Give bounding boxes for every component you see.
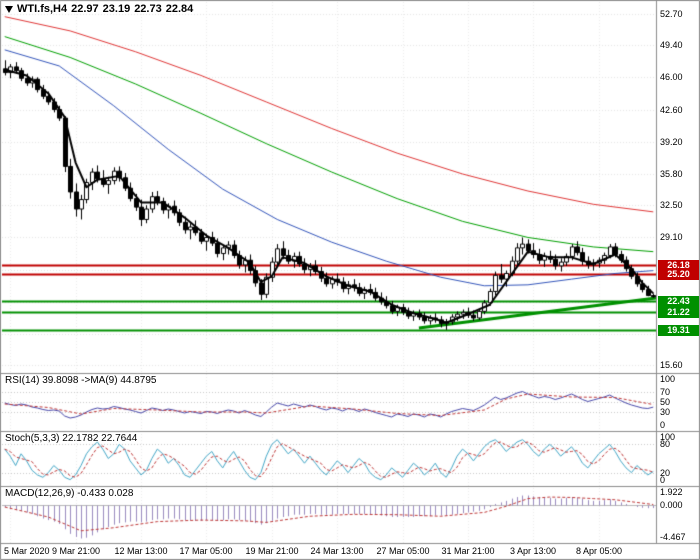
time-axis[interactable]	[0, 543, 700, 560]
price-axis[interactable]	[657, 0, 700, 543]
